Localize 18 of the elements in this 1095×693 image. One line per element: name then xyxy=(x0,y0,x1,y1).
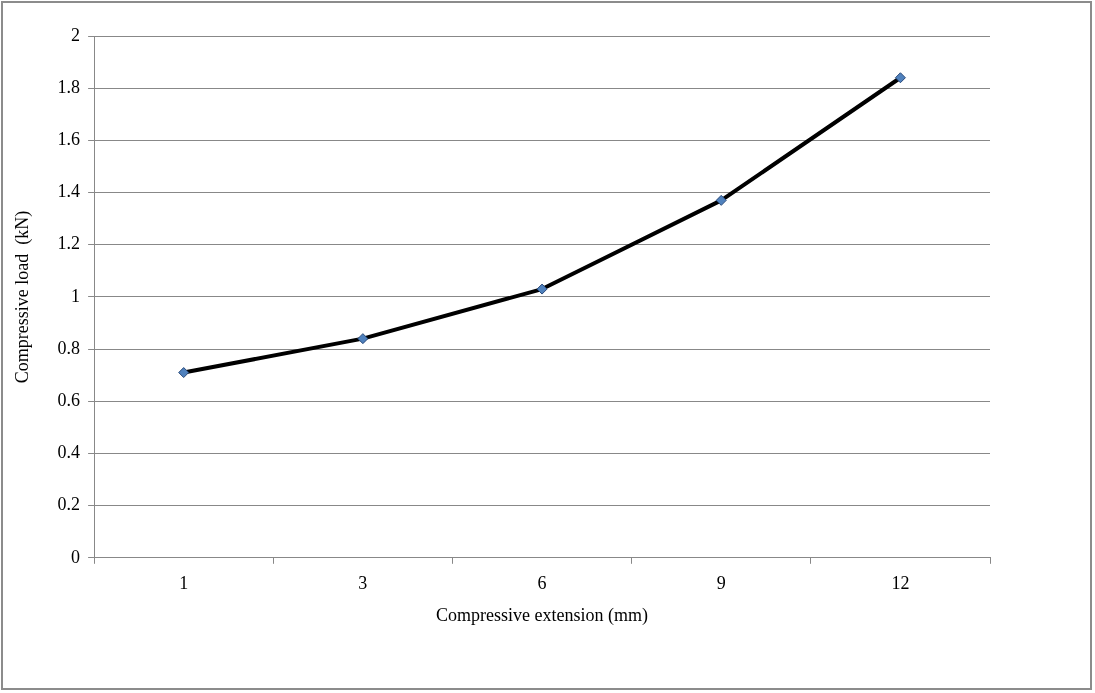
x-tick-label: 6 xyxy=(537,573,547,594)
y-tick-label: 0.2 xyxy=(57,494,81,515)
y-tick-label: 1.6 xyxy=(57,129,81,150)
y-tick-label: 2 xyxy=(71,24,81,45)
x-tick-label: 1 xyxy=(179,573,189,594)
y-tick-label: 1.2 xyxy=(57,233,81,254)
y-tick-label: 0.4 xyxy=(57,442,81,463)
y-tick-label: 0.8 xyxy=(57,337,81,358)
y-tick-label: 1 xyxy=(71,285,81,306)
y-tick-label: 1.4 xyxy=(57,181,81,202)
y-tick-label: 0 xyxy=(71,546,81,567)
x-tick-label: 12 xyxy=(891,573,910,594)
y-tick-label: 0.6 xyxy=(57,389,81,410)
y-tick-label: 1.8 xyxy=(57,76,81,97)
x-tick-label: 9 xyxy=(716,573,726,594)
x-tick-label: 3 xyxy=(358,573,368,594)
y-axis-title: Compressive load (kN) xyxy=(11,210,33,384)
x-axis-title: Compressive extension (mm) xyxy=(436,604,649,626)
